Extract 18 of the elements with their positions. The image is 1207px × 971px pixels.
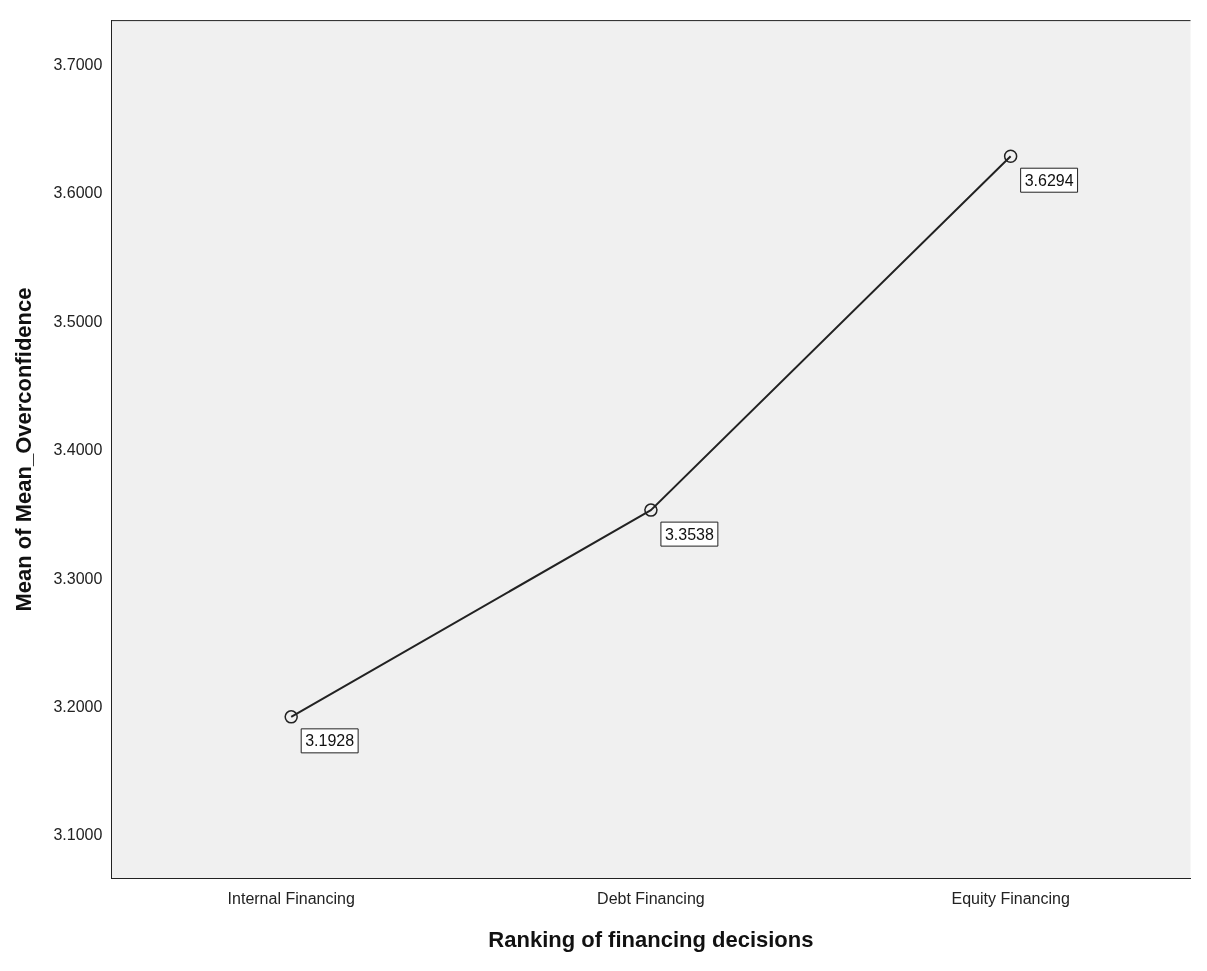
y-tick-label: 3.2000 xyxy=(53,698,103,716)
point xyxy=(284,710,298,724)
point xyxy=(644,503,658,517)
y-tick-label: 3.6000 xyxy=(53,184,103,202)
y-tick-label: 3.7000 xyxy=(53,55,103,73)
y-axis-title: Mean of Mean_Overconfidence xyxy=(11,287,37,612)
x-axis-title: Ranking of financing decisions xyxy=(488,926,814,952)
x-tick-label: Internal Financing xyxy=(227,890,355,908)
point xyxy=(1003,149,1018,163)
data-label: 3.1928 xyxy=(305,732,355,750)
y-tick-label: 3.4000 xyxy=(53,441,103,459)
x-tick-label: Equity Financing xyxy=(951,890,1070,908)
y-tick-label: 3.1000 xyxy=(53,826,103,844)
data-label: 3.6294 xyxy=(1024,171,1074,189)
data-label: 3.3538 xyxy=(664,525,714,543)
y-tick-label: 3.5000 xyxy=(53,312,103,330)
x-tick-label: Debt Financing xyxy=(597,890,705,908)
y-tick-label: 3.3000 xyxy=(53,569,103,587)
